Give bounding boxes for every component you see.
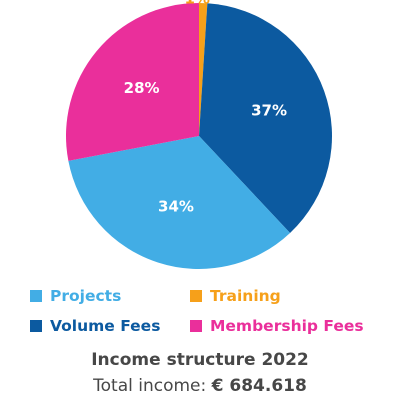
pie-label-membership-fees: 28% [124,79,160,97]
legend-label-volume-fees: Volume Fees [50,317,161,335]
pie-slice-training[interactable] [199,3,208,136]
total-income-label: Total income: [93,376,207,396]
legend-item-training[interactable]: Training [190,286,281,306]
legend-label-membership-fees: Membership Fees [210,317,364,335]
pie-slice-membership-fees[interactable] [66,3,199,161]
pie-chart: 1% 37% 34% 28% [66,0,333,269]
legend-item-membership-fees[interactable]: Membership Fees [190,316,364,336]
pie-slice-volume-fees[interactable] [199,3,333,233]
legend-swatch-membership-fees [190,320,202,332]
legend-swatch-training [190,290,202,302]
chart-title: Income structure 2022 [91,350,309,370]
pie-label-training: 1% [185,0,210,8]
chart-total-line: Total income: € 684.618 [0,376,400,396]
pie-label-volume-fees: 37% [251,101,287,119]
legend-item-projects[interactable]: Projects [30,286,121,306]
legend-item-volume-fees[interactable]: Volume Fees [30,316,160,336]
pie-label-projects: 34% [158,197,194,215]
legend-label-training: Training [210,287,281,305]
pie-slice-projects[interactable] [68,136,291,269]
legend-swatch-volume-fees [30,320,42,332]
legend-swatch-projects [30,290,42,302]
total-income-value: € 684.618 [211,376,307,396]
legend-label-projects: Projects [50,287,122,305]
